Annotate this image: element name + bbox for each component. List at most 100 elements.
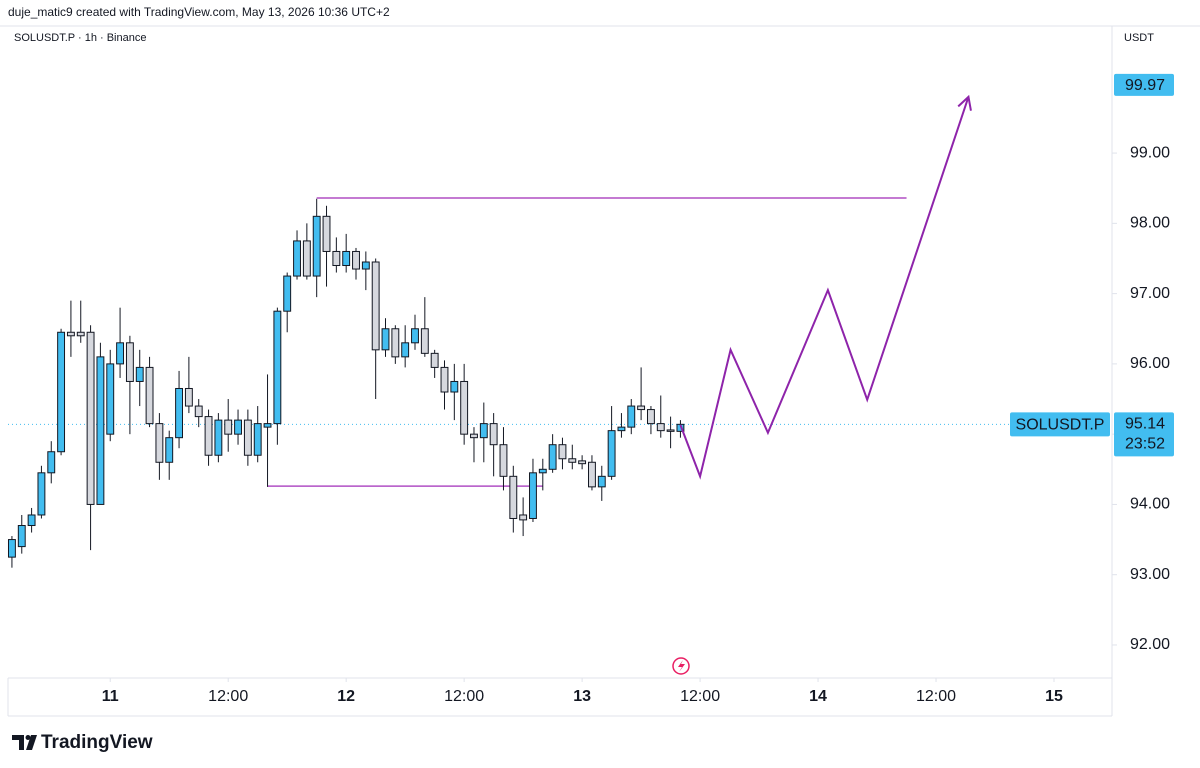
candle-body <box>479 423 488 439</box>
y-tick-label: 92.00 <box>1130 636 1170 653</box>
candle-body <box>361 261 370 270</box>
last-price-value: 95.14 <box>1125 416 1165 433</box>
candle-body <box>116 342 125 365</box>
y-tick-label: 98.00 <box>1130 215 1170 232</box>
candle-body <box>224 419 233 435</box>
candle-body <box>27 514 36 527</box>
candle-body <box>489 423 498 446</box>
candle-body <box>588 461 596 488</box>
candle-body <box>283 275 292 312</box>
candle-body <box>57 331 66 453</box>
candle-body <box>37 472 46 516</box>
x-tick-label: 12:00 <box>680 688 720 705</box>
y-tick-label: 94.00 <box>1130 496 1170 513</box>
candle-body <box>460 380 469 435</box>
x-tick-label: 12:00 <box>916 688 956 705</box>
candle-body <box>165 437 174 463</box>
y-tick-label: 99.00 <box>1130 144 1170 161</box>
candle-body <box>76 331 85 337</box>
candle-body <box>332 250 341 267</box>
candle-body <box>617 426 626 432</box>
symbol-tag: SOLUSDT.P <box>1016 417 1105 434</box>
x-tick-label: 15 <box>1045 688 1063 705</box>
candle-body <box>273 310 282 425</box>
candle-body <box>558 444 567 460</box>
candle-body <box>401 342 410 358</box>
candle-body <box>607 430 616 477</box>
candle-body <box>194 405 203 418</box>
candle-body <box>175 387 183 439</box>
candle-body <box>184 387 193 407</box>
candle-body <box>322 215 331 252</box>
brand-name: TradingView <box>41 732 153 753</box>
lightning-icon[interactable] <box>672 657 690 675</box>
candle-body <box>391 328 400 358</box>
candle-body <box>509 475 518 519</box>
plot-area <box>7 94 1112 568</box>
candle-body <box>627 405 636 428</box>
x-tick-label: 11 <box>102 688 119 705</box>
candle-body <box>450 380 459 393</box>
candle-body <box>499 444 508 477</box>
candle-body <box>204 416 213 456</box>
credit: duje_matic9 created with TradingView.com… <box>8 5 390 19</box>
candle-body <box>578 460 587 465</box>
candle-body <box>145 366 154 425</box>
candle-body <box>519 514 528 521</box>
candle-body <box>302 240 311 277</box>
candle-body <box>106 363 115 435</box>
candle-body <box>568 458 577 463</box>
candle-body <box>440 366 449 393</box>
brand-logo <box>12 735 37 750</box>
candle-body <box>381 328 390 351</box>
candle-body <box>637 405 646 411</box>
x-tick-label: 12 <box>337 688 355 705</box>
candle-body <box>538 468 547 474</box>
candle-body <box>214 419 223 456</box>
candle-body <box>352 250 360 270</box>
x-tick-label: 12:00 <box>444 688 484 705</box>
candle-body <box>676 423 685 432</box>
candle-body <box>293 240 301 277</box>
x-tick-label: 12:00 <box>208 688 248 705</box>
candle-body <box>17 525 26 548</box>
candle-body <box>529 472 537 519</box>
symbol-title: SOLUSDT.P · 1h · Binance <box>14 32 146 44</box>
candle-body <box>96 356 105 505</box>
x-tick-label: 13 <box>573 688 591 705</box>
currency: USDT <box>1124 32 1154 44</box>
candle-body <box>411 328 419 344</box>
candle-body <box>470 433 478 439</box>
x-tick-label: 14 <box>809 688 827 705</box>
candle-body <box>135 366 144 382</box>
last-price-box <box>1114 412 1174 457</box>
target-price-box <box>1114 73 1174 96</box>
candle-body <box>253 423 262 456</box>
y-tick-label: 96.00 <box>1130 355 1170 372</box>
candle-body <box>371 261 380 351</box>
candle-body <box>656 423 665 432</box>
candle-body <box>263 423 272 428</box>
target-price-label: 99.97 <box>1125 77 1165 94</box>
candle-body <box>234 419 242 435</box>
candle-body <box>342 250 351 267</box>
symbol-tag-box <box>1010 412 1110 437</box>
projection-arrowhead <box>957 94 972 111</box>
candle-body <box>7 539 16 558</box>
candle-body <box>86 331 95 505</box>
y-tick-label: 93.00 <box>1130 566 1170 583</box>
candle-body <box>430 352 439 368</box>
countdown: 23:52 <box>1125 436 1165 453</box>
candle-body <box>47 451 56 474</box>
candle-body <box>312 215 321 277</box>
candle-body <box>420 328 429 354</box>
candle-body <box>597 475 606 488</box>
y-tick-label: 97.00 <box>1130 285 1170 302</box>
candle-body <box>548 444 557 470</box>
candle-body <box>666 429 675 432</box>
candle-body <box>125 342 134 382</box>
candle-body <box>66 331 75 337</box>
candle-body <box>155 423 164 463</box>
